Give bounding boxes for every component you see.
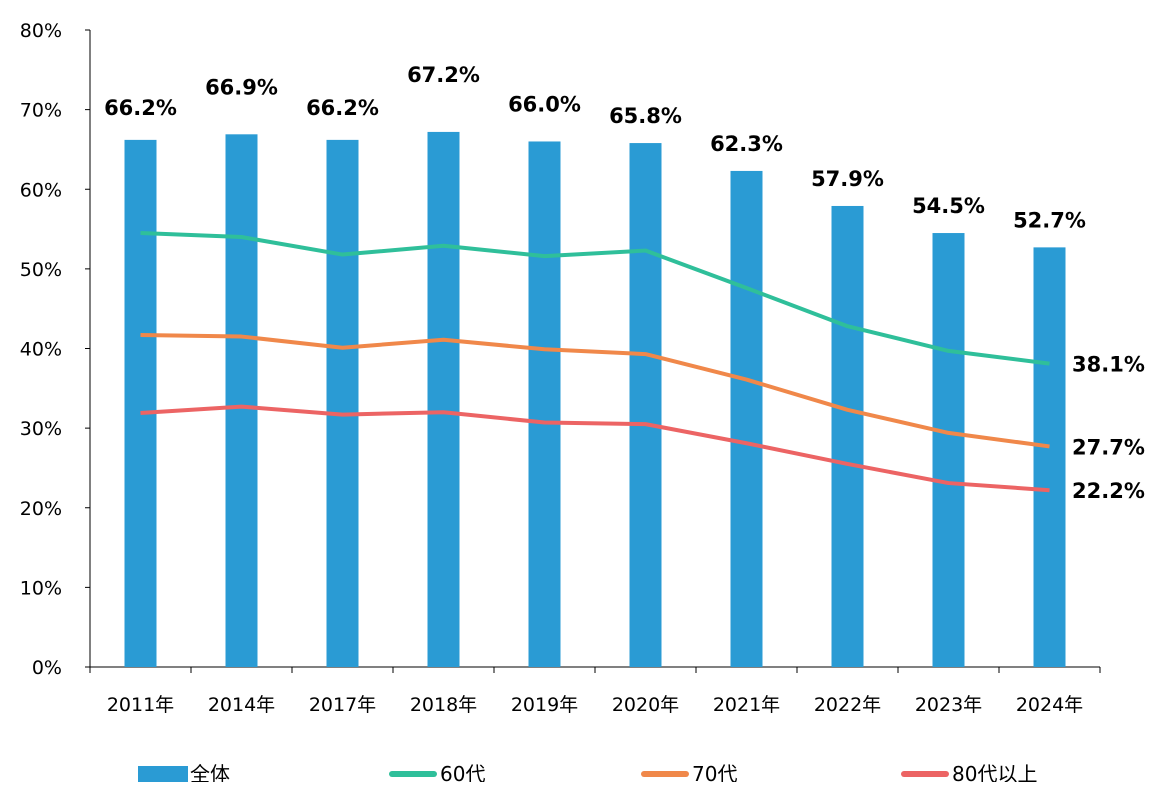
y-tick-label: 60% (20, 179, 62, 201)
y-tick-label: 20% (20, 498, 62, 520)
bar-data-label: 54.5% (912, 194, 985, 218)
x-tick-label: 2011年 (107, 694, 174, 716)
bar (428, 132, 460, 667)
bar (630, 143, 662, 667)
bar (327, 140, 359, 667)
line-60代 (141, 233, 1050, 364)
bar-data-label: 66.0% (508, 92, 581, 116)
bar (226, 134, 258, 667)
x-tick-label: 2018年 (410, 694, 477, 716)
y-tick-label: 70% (20, 100, 62, 122)
bar (933, 233, 965, 667)
legend-label: 70代 (692, 762, 737, 782)
bar-data-label: 66.2% (104, 96, 177, 120)
x-tick-label: 2014年 (208, 694, 275, 716)
x-tick-label: 2019年 (511, 694, 578, 716)
bar-data-label: 62.3% (710, 132, 783, 156)
bar (731, 171, 763, 667)
legend-label: 80代以上 (952, 762, 1037, 782)
x-tick-label: 2021年 (713, 694, 780, 716)
bar (1034, 247, 1066, 667)
y-tick-label: 80% (20, 20, 62, 42)
line-end-label: 27.7% (1072, 435, 1145, 459)
y-tick-label: 30% (20, 418, 62, 440)
line-end-label: 38.1% (1072, 353, 1145, 377)
x-tick-label: 2024年 (1016, 694, 1083, 716)
y-tick-label: 50% (20, 259, 62, 281)
bar-data-label: 52.7% (1013, 208, 1086, 232)
line-70代 (141, 335, 1050, 446)
x-tick-label: 2020年 (612, 694, 679, 716)
line-end-label: 22.2% (1072, 479, 1145, 503)
bar (529, 141, 561, 667)
y-tick-label: 10% (20, 577, 62, 599)
y-tick-label: 40% (20, 339, 62, 361)
y-tick-label: 0% (32, 657, 62, 679)
bar-data-label: 66.9% (205, 75, 278, 99)
x-tick-label: 2022年 (814, 694, 881, 716)
x-tick-label: 2023年 (915, 694, 982, 716)
bar-data-label: 66.2% (306, 96, 379, 120)
bar-data-label: 57.9% (811, 167, 884, 191)
bar (125, 140, 157, 667)
legend-label: 60代 (440, 762, 485, 782)
bar-data-label: 67.2% (407, 63, 480, 87)
legend-swatch (138, 766, 188, 782)
x-tick-label: 2017年 (309, 694, 376, 716)
legend-label: 全体 (190, 762, 230, 782)
bar (832, 206, 864, 667)
bar-data-label: 65.8% (609, 104, 682, 128)
line-80代以上 (141, 407, 1050, 491)
